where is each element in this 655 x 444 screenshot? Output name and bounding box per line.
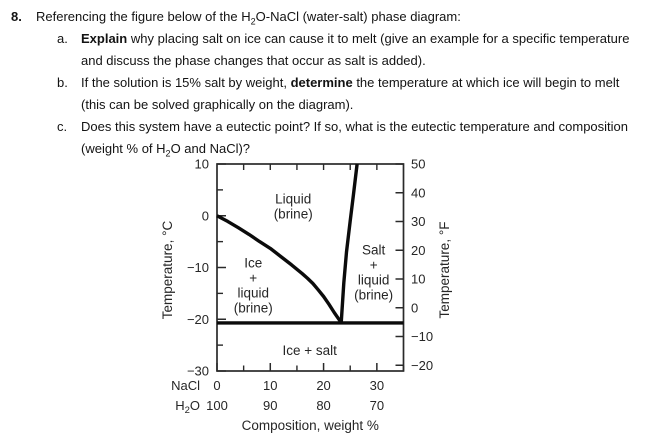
h2o-subscript: 2 [250, 16, 256, 27]
intro-text-2: O-NaCl (water-salt) phase diagram: [255, 9, 461, 24]
y-tick-label-celsius: −20 [187, 312, 209, 327]
y-tick-label-fahrenheit: 50 [411, 157, 425, 172]
ice-liquidus-curve [216, 214, 343, 324]
y-tick-label-celsius: 10 [195, 157, 209, 172]
region-salt-liquid-brine: Salt + liquid (brine) [354, 243, 393, 303]
x-tick-label: 10 [263, 378, 277, 393]
y-axis-title-fahrenheit: Temperature, °F [437, 222, 452, 319]
x-tick-label: 80 [316, 398, 330, 413]
x-tick-label: 70 [370, 398, 384, 413]
y-tick-label-celsius: −30 [187, 364, 209, 379]
item-a-label: a. [57, 31, 68, 46]
y-tick-label-fahrenheit: −20 [411, 358, 433, 373]
question-item-b: b. If the solution is 15% salt by weight… [57, 72, 650, 116]
question-intro-row: 8. Referencing the figure below of the H… [0, 6, 650, 28]
question-item-a: a. Explain why placing salt on ice can c… [57, 28, 650, 72]
item-a-text: Explain why placing salt on ice can caus… [81, 28, 633, 72]
question-block: 8. Referencing the figure below of the H… [0, 6, 650, 160]
question-number: 8. [11, 9, 22, 24]
item-b-body-2: the temperature at which ice will begin … [81, 75, 620, 112]
y-tick-label-fahrenheit: 30 [411, 214, 425, 229]
y-tick-label-fahrenheit: 20 [411, 243, 425, 258]
item-c-body-2: O and NaCl)? [170, 141, 251, 156]
item-a-body: why placing salt on ice can cause it to … [81, 31, 630, 68]
item-b-bold: determine [290, 75, 353, 90]
x-tick-label: 20 [316, 378, 330, 393]
item-c-text: Does this system have a eutectic point? … [81, 116, 633, 160]
x-axis-title: Composition, weight % [242, 418, 379, 433]
y-tick-label-fahrenheit: 0 [411, 300, 418, 315]
region-ice-salt: Ice + salt [283, 343, 338, 358]
y-tick-label-celsius: −10 [187, 260, 209, 275]
item-c-label: c. [57, 119, 68, 134]
y-tick-label-fahrenheit: 40 [411, 185, 425, 200]
region-ice-liquid-brine: Ice + liquid (brine) [234, 256, 273, 316]
salt-solubility-curve [339, 163, 359, 324]
h2o-subscript-c: 2 [165, 148, 171, 159]
y-tick-label-fahrenheit: 10 [411, 272, 425, 287]
x-tick-label: 30 [370, 378, 384, 393]
region-liquid-brine: Liquid (brine) [274, 191, 313, 221]
x-row-header: NaCl [171, 378, 200, 393]
question-intro: Referencing the figure below of the H2O-… [36, 6, 650, 28]
item-c-body-1: Does this system have a eutectic point? … [81, 119, 629, 156]
y-axis-title-celsius: Temperature, °C [160, 221, 175, 320]
y-tick-label-fahrenheit: −10 [411, 329, 433, 344]
x-row-header: H2O [175, 398, 200, 416]
x-tick-label: 90 [263, 398, 277, 413]
intro-text-1: Referencing the figure below of the H [36, 9, 251, 24]
item-a-bold: Explain [81, 31, 128, 46]
y-tick-label-celsius: 0 [202, 208, 209, 223]
x-tick-label: 0 [213, 378, 220, 393]
question-item-c: c. Does this system have a eutectic poin… [57, 116, 650, 160]
item-b-label: b. [57, 75, 68, 90]
item-b-body-1: If the solution is 15% salt by weight, [81, 75, 291, 90]
item-b-text: If the solution is 15% salt by weight, d… [81, 72, 633, 116]
x-tick-label: 100 [206, 398, 228, 413]
